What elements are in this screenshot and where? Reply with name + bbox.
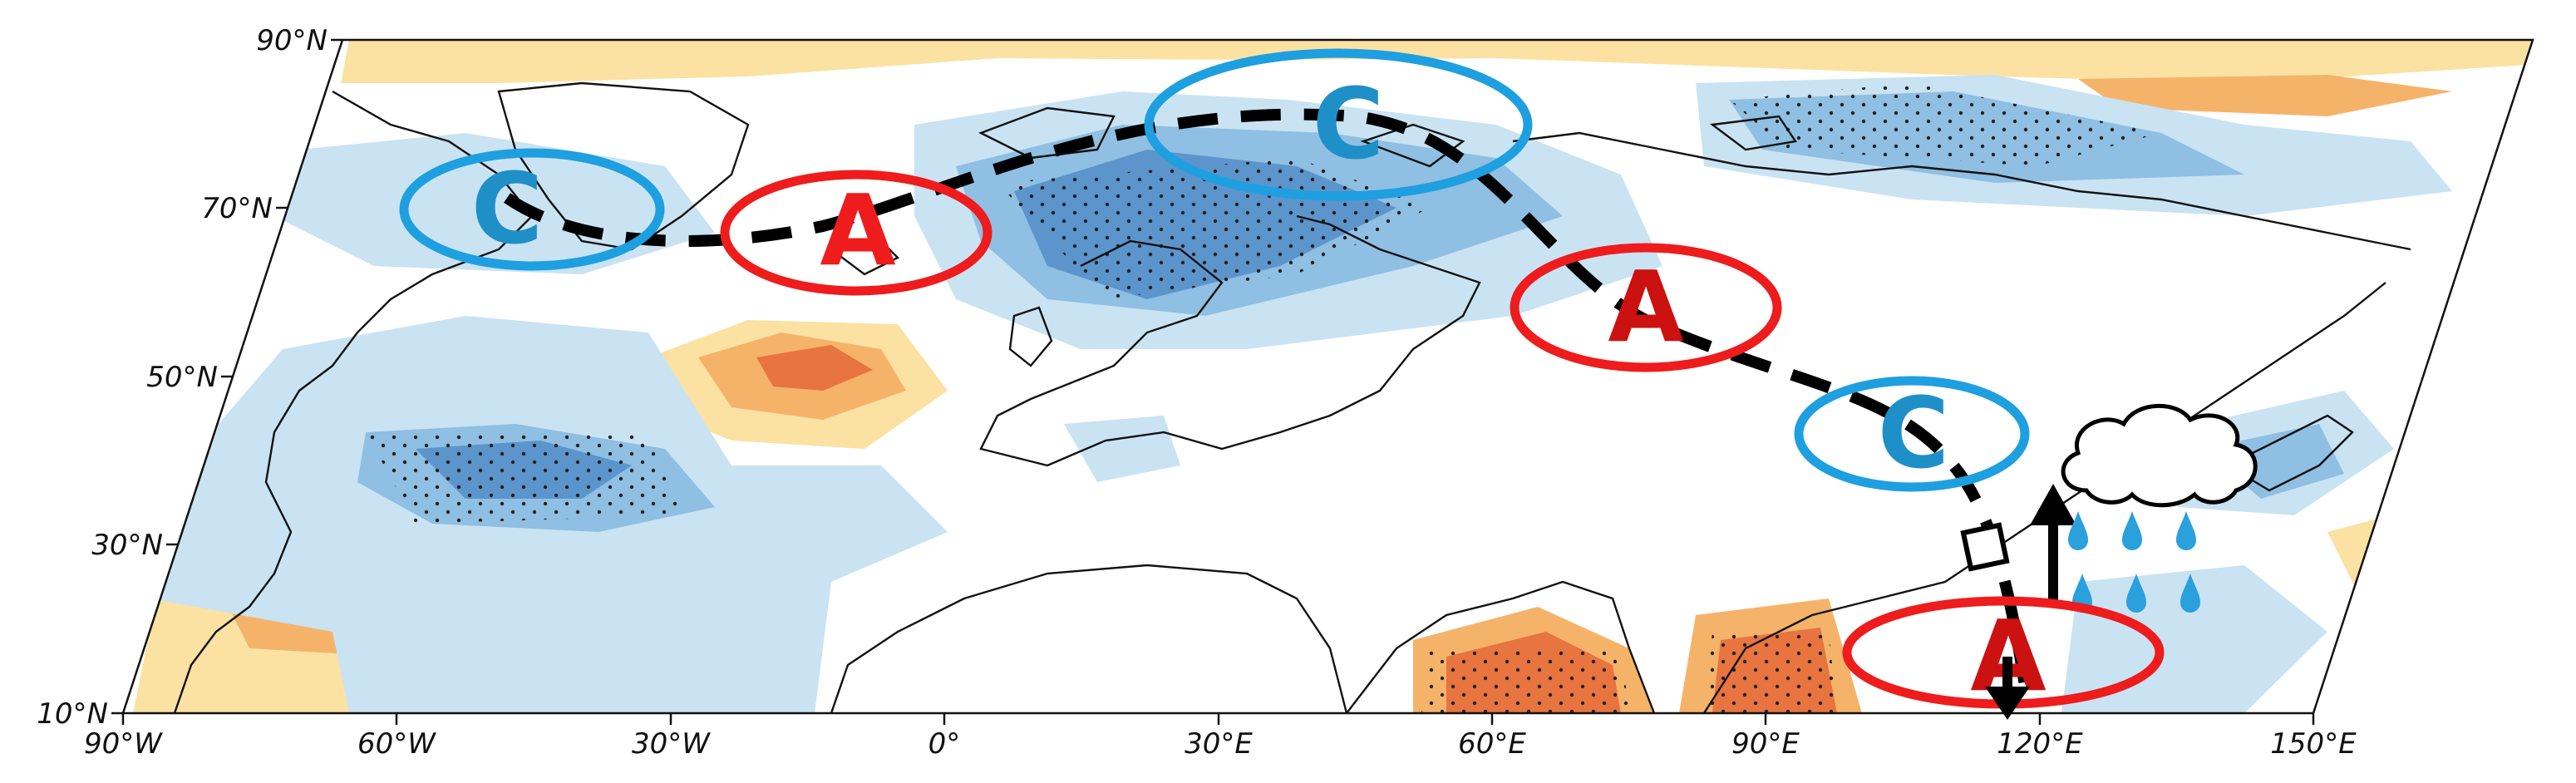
lat-label-30n: 30°N — [91, 529, 163, 562]
coastline-arabia-india — [1346, 580, 1656, 713]
lon-label-60w: 60°W — [357, 727, 436, 761]
lon-label-60e: 60°E — [1458, 727, 1526, 761]
lat-label-10n: 10°N — [37, 697, 108, 731]
lon-label-120e: 120°E — [1997, 727, 2083, 761]
cyclone-letter: C — [471, 151, 544, 266]
anticyclone-letter: A — [1608, 249, 1683, 364]
anticyclone-ellipse — [720, 170, 992, 296]
coastline-europe — [979, 214, 1481, 467]
lon-label-90w: 90°W — [84, 727, 163, 761]
cyclone-ellipse — [1794, 376, 2030, 492]
square-marker-icon — [1960, 522, 2010, 572]
center-c-3: C — [1794, 376, 2030, 492]
center-c-2: C — [1144, 48, 1533, 201]
center-a-1: A — [720, 170, 992, 296]
lon-label-90e: 90°E — [1731, 727, 1800, 761]
center-a-2: A — [1510, 243, 1782, 372]
anticyclone-letter: A — [820, 173, 895, 288]
coastline-uk — [1008, 306, 1053, 367]
raindrop-icon — [2176, 511, 2196, 550]
cyclone-letter: C — [1878, 376, 1950, 490]
lon-label-30w: 30°W — [632, 727, 711, 761]
latitude-labels: 90°N 70°N 50°N 30°N 10°N — [37, 24, 328, 731]
cyclone-letter: C — [1313, 66, 1385, 181]
negative-anomaly-greenland — [274, 133, 715, 274]
center-c-1: C — [399, 148, 665, 271]
up-arrow-icon — [2030, 484, 2076, 607]
longitude-labels: 90°W 60°W 30°W 0° 30°E 60°E 90°E 120°E 1… — [84, 727, 2357, 761]
positive-anomaly-arctic — [341, 40, 2533, 83]
cyclone-ellipse — [1144, 48, 1533, 201]
axis-ticks — [111, 38, 2315, 725]
coastline-africa — [830, 564, 1348, 713]
lat-label-50n: 50°N — [146, 361, 218, 394]
center-a-3: A — [1842, 596, 2165, 713]
raindrop-icon — [2126, 574, 2146, 613]
coastline-east-asia — [1702, 282, 2386, 713]
raindrop-icon — [2180, 574, 2200, 613]
lon-label-150e: 150°E — [2270, 727, 2357, 761]
lat-label-70n: 70°N — [201, 192, 273, 225]
anticyclone-ellipse — [1510, 243, 1782, 372]
raindrop-icon — [2068, 511, 2088, 550]
coastlines — [173, 81, 2411, 713]
lon-label-30e: 30°E — [1185, 727, 1253, 761]
coastline-siberia — [1512, 131, 2411, 251]
coastline-iceland — [829, 239, 900, 276]
down-arrow-icon — [1985, 657, 2030, 720]
lat-label-90n: 90°N — [256, 24, 328, 57]
coastline-north-america — [173, 90, 534, 713]
lon-label-0: 0° — [928, 727, 961, 761]
cloud-icon — [2061, 403, 2258, 508]
raindrop-icon — [2122, 511, 2142, 550]
coastline-japan — [2225, 414, 2354, 492]
rain — [2068, 511, 2200, 613]
coastline-greenland — [497, 81, 750, 251]
wave-train-path — [504, 108, 2034, 708]
cyclone-ellipse — [399, 148, 665, 271]
